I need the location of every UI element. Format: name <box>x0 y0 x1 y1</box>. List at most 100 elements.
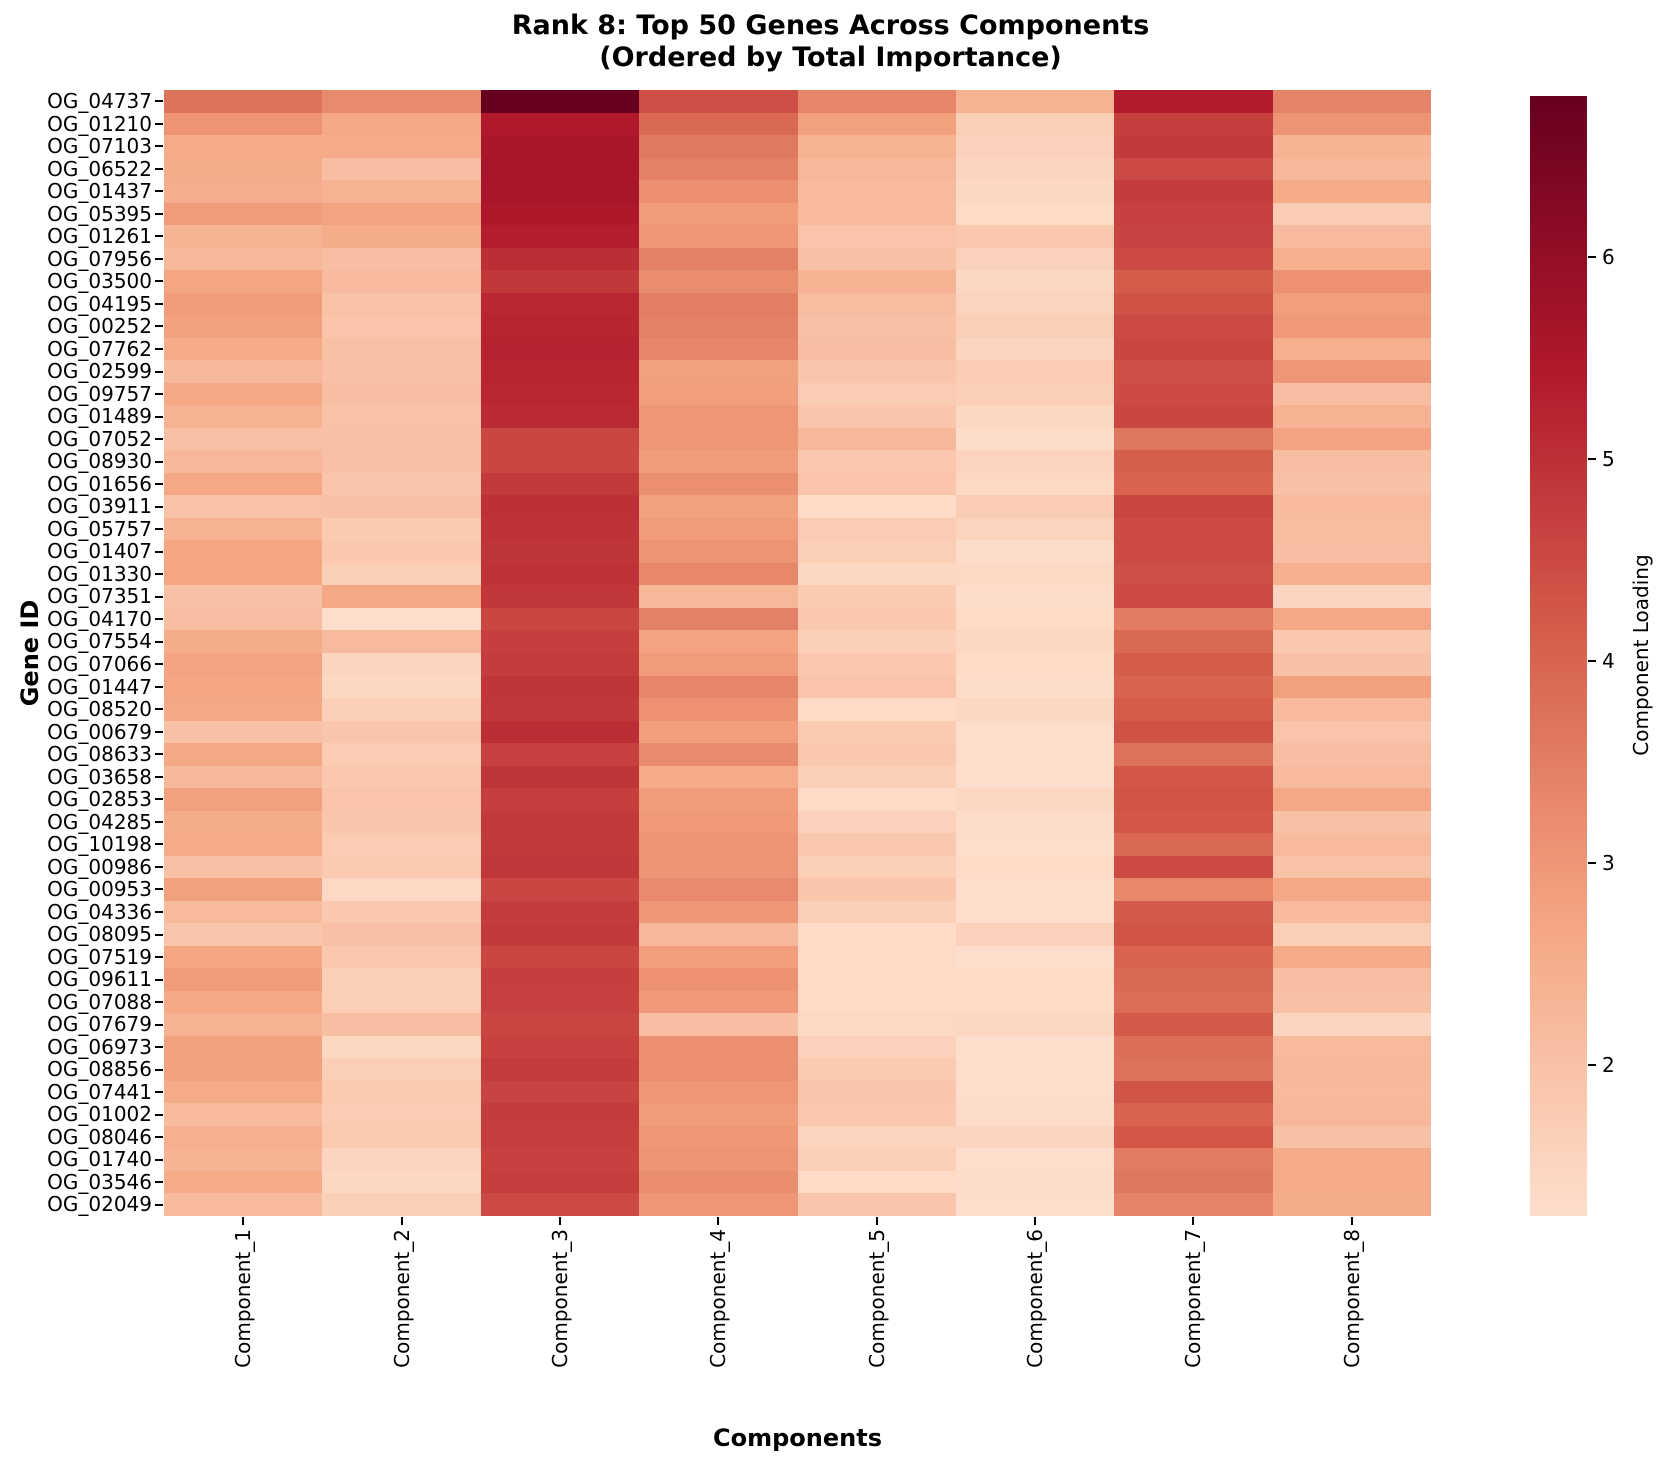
heatmap-cell <box>955 90 1115 113</box>
y-tick-mark <box>155 753 163 756</box>
heatmap-cell <box>322 540 481 563</box>
colorbar-tick-label: 4 <box>1602 649 1615 674</box>
heatmap-cell <box>1114 855 1273 879</box>
heatmap-cell <box>955 698 1115 721</box>
heatmap-cell <box>955 112 1115 136</box>
heatmap-cell <box>639 247 798 271</box>
heatmap-cell <box>955 675 1115 699</box>
heatmap-cell <box>955 315 1115 338</box>
heatmap-cell <box>639 450 798 473</box>
heatmap-cell <box>955 968 1115 991</box>
heatmap-cell <box>322 382 481 406</box>
heatmap-cell <box>1272 1148 1431 1171</box>
heatmap-cell <box>480 833 640 856</box>
heatmap-cell <box>797 810 956 834</box>
heatmap-cell <box>480 90 640 113</box>
heatmap-cell <box>1272 450 1431 473</box>
heatmap-cell <box>164 923 323 946</box>
heatmap-cell <box>1114 1035 1273 1059</box>
chart-subtitle: (Ordered by Total Importance) <box>599 42 1062 73</box>
y-tick-label: OG_07519 <box>47 944 152 969</box>
heatmap-cell <box>955 1013 1115 1036</box>
heatmap-cell <box>480 1103 640 1126</box>
heatmap-cell <box>480 337 640 361</box>
heatmap-cell <box>322 833 481 856</box>
heatmap-cell <box>1272 112 1431 136</box>
heatmap-cell <box>480 225 640 248</box>
heatmap-cell <box>1272 1013 1431 1036</box>
heatmap-cell <box>1272 180 1431 203</box>
heatmap-cell <box>164 585 323 608</box>
heatmap-cell <box>322 292 481 316</box>
heatmap-cell <box>639 1035 798 1059</box>
colorbar-gradient <box>1530 96 1587 1216</box>
heatmap-cell <box>322 1035 481 1059</box>
heatmap-cell <box>639 1148 798 1171</box>
heatmap-cell <box>164 1148 323 1171</box>
heatmap-cell <box>1114 945 1273 969</box>
y-tick-label: OG_09611 <box>47 967 152 992</box>
y-tick-label: OG_08856 <box>47 1057 152 1082</box>
heatmap-cell <box>955 1170 1115 1194</box>
heatmap-cell <box>480 788 640 811</box>
y-tick-label: OG_08046 <box>47 1124 152 1149</box>
heatmap-cell <box>164 1193 323 1216</box>
heatmap-cell <box>1272 315 1431 338</box>
y-tick-mark <box>155 798 163 801</box>
heatmap-cell <box>480 923 640 946</box>
y-tick-label: OG_01740 <box>47 1147 152 1172</box>
heatmap-cell <box>322 90 481 113</box>
y-tick-mark <box>155 730 163 733</box>
heatmap-cell <box>322 1013 481 1036</box>
x-tick-label: Component_3 <box>547 1229 572 1368</box>
heatmap-cell <box>164 90 323 113</box>
heatmap-cell <box>164 112 323 136</box>
y-tick-label: OG_04195 <box>47 291 152 316</box>
heatmap-cell <box>164 653 323 676</box>
heatmap-cell <box>639 540 798 563</box>
heatmap-cell <box>797 653 956 676</box>
heatmap-cell <box>639 968 798 991</box>
heatmap-cell <box>322 180 481 203</box>
y-tick-label: OG_01407 <box>47 539 152 564</box>
heatmap-cell <box>1272 202 1431 226</box>
heatmap-cell <box>1114 450 1273 473</box>
heatmap-cell <box>480 765 640 789</box>
heatmap-cell <box>797 315 956 338</box>
y-tick-label: OG_05395 <box>47 201 152 226</box>
heatmap-cell <box>480 720 640 744</box>
heatmap-cell <box>955 743 1115 766</box>
heatmap-cell <box>164 1103 323 1126</box>
heatmap-cell <box>322 1193 481 1216</box>
heatmap-cell <box>639 292 798 316</box>
heatmap-cell <box>639 607 798 631</box>
heatmap-cell <box>164 292 323 316</box>
heatmap-cell <box>639 1103 798 1126</box>
heatmap-cell <box>322 337 481 361</box>
heatmap-cell <box>955 225 1115 248</box>
heatmap-cell <box>797 180 956 203</box>
heatmap-cell <box>797 743 956 766</box>
x-tick-label: Component_2 <box>389 1229 414 1368</box>
heatmap-cell <box>639 472 798 496</box>
y-tick-label: OG_02853 <box>47 787 152 812</box>
heatmap-cell <box>480 1193 640 1216</box>
heatmap-cell <box>480 653 640 676</box>
y-tick-label: OG_01656 <box>47 471 152 496</box>
heatmap-cell <box>480 157 640 181</box>
heatmap-cell <box>1114 1103 1273 1126</box>
y-tick-label: OG_09757 <box>47 381 152 406</box>
heatmap-cell <box>322 1058 481 1081</box>
y-tick-label: OG_07103 <box>47 134 152 159</box>
y-tick-mark <box>155 1158 163 1161</box>
heatmap-cell <box>955 270 1115 293</box>
heatmap-cell <box>322 157 481 181</box>
heatmap-cell <box>480 900 640 924</box>
heatmap-cell <box>797 675 956 699</box>
heatmap-cell <box>1114 135 1273 158</box>
heatmap-cell <box>164 788 323 811</box>
heatmap-cell <box>164 810 323 834</box>
heatmap-cell <box>955 855 1115 879</box>
y-tick-label: OG_00252 <box>47 314 152 339</box>
y-tick-mark <box>155 505 163 508</box>
